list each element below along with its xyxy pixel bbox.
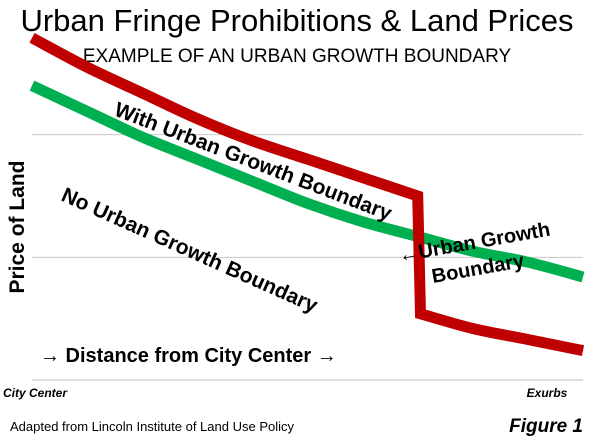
figure-label: Figure 1 — [509, 416, 583, 437]
y-axis-label: Price of Land — [6, 160, 29, 293]
series-layer — [29, 32, 585, 356]
series-label-no-ugb: No Urban Growth Boundary — [58, 184, 321, 318]
series-line-with-ugb — [29, 32, 585, 356]
chart-title: Urban Fringe Prohibitions & Land Prices — [20, 3, 573, 38]
series-label-with-ugb: With Urban Growth Boundary — [111, 98, 395, 225]
source-note: Adapted from Lincoln Institute of Land U… — [10, 419, 294, 434]
series-line-no-ugb — [29, 80, 585, 283]
x-tick-exurbs: Exurbs — [527, 386, 568, 400]
chart-subtitle: EXAMPLE OF AN URBAN GROWTH BOUNDARY — [83, 46, 512, 67]
x-axis-label: → Distance from City Center → — [40, 345, 337, 367]
x-tick-city-center: City Center — [3, 386, 68, 400]
